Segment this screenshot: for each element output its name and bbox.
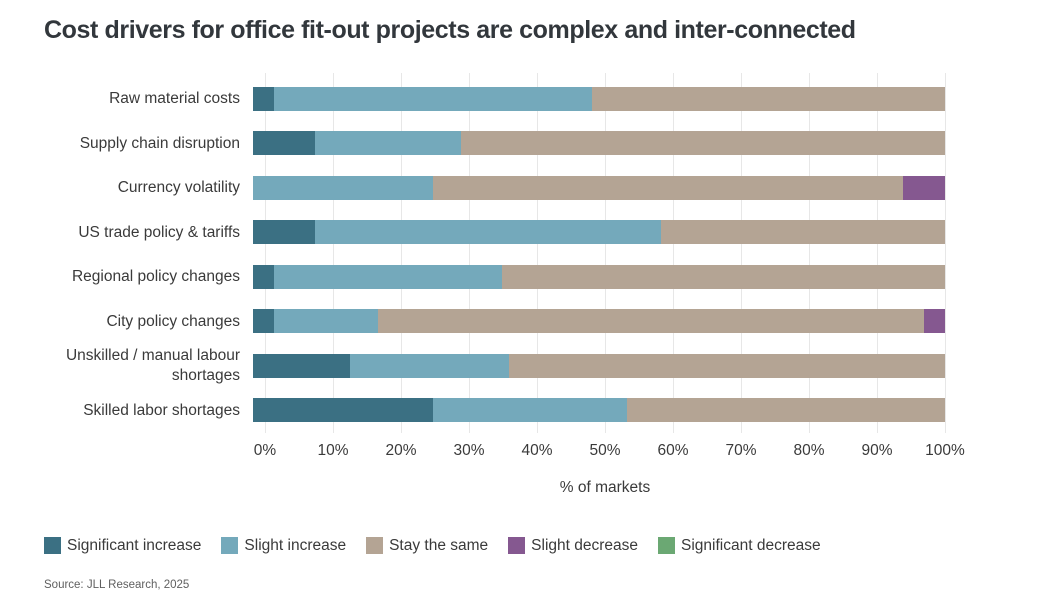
bar-track bbox=[253, 264, 945, 289]
bar-segment-significant-increase bbox=[253, 131, 316, 156]
gridline bbox=[537, 72, 538, 433]
chart-row: Supply chain disruption bbox=[44, 121, 945, 166]
chart-row: Regional policy changes bbox=[44, 255, 945, 300]
bar-segment-significant-increase bbox=[253, 264, 274, 289]
gridline bbox=[333, 72, 334, 433]
bar-track bbox=[253, 353, 945, 378]
legend-label: Significant increase bbox=[67, 536, 202, 554]
bar-segment-slight-increase bbox=[315, 131, 461, 156]
category-label: Regional policy changes bbox=[71, 268, 240, 286]
bar-segment-stay-the-same bbox=[502, 264, 945, 289]
legend: Significant increase Slight increase Stay … bbox=[44, 537, 1046, 555]
bar-segment-significant-increase bbox=[253, 398, 433, 423]
x-tick-label: 30% bbox=[453, 441, 485, 459]
bar-track bbox=[253, 220, 945, 245]
x-tick-label: 40% bbox=[521, 441, 553, 459]
gridline bbox=[469, 72, 470, 433]
x-tick-label: 0% bbox=[253, 441, 277, 459]
legend-item-significant-decrease: Significant decrease bbox=[658, 537, 821, 555]
bar-track bbox=[253, 175, 945, 200]
x-tick-label: 20% bbox=[385, 441, 417, 459]
plot-rows: Raw material costs Supply chain disruptio… bbox=[44, 77, 945, 433]
category-label: Supply chain disruption bbox=[79, 134, 240, 152]
bar-segment-significant-increase bbox=[253, 353, 350, 378]
gridline bbox=[401, 72, 402, 433]
plot-area: Raw material costs Supply chain disruptio… bbox=[44, 72, 946, 433]
bar-track bbox=[253, 86, 945, 111]
x-tick-label: 60% bbox=[657, 441, 689, 459]
gridline bbox=[877, 72, 878, 433]
category-label: Raw material costs bbox=[109, 90, 240, 108]
legend-label: Slight decrease bbox=[531, 536, 639, 554]
bar-segment-slight-increase bbox=[315, 220, 662, 245]
bar-segment-slight-decrease bbox=[903, 175, 945, 200]
category-label: Currency volatility bbox=[117, 179, 240, 197]
legend-item-slight-decrease: Slight decrease bbox=[508, 537, 638, 555]
page-title: Cost drivers for office fit-out projects… bbox=[44, 16, 856, 44]
gridline bbox=[673, 72, 674, 433]
chart-row: Skilled labor shortages bbox=[44, 388, 945, 433]
category-label: Skilled labor shortages bbox=[83, 401, 240, 419]
bar-segment-stay-the-same bbox=[509, 353, 945, 378]
bar-segment-stay-the-same bbox=[661, 220, 945, 245]
chart-row: US trade policy & tariffs bbox=[44, 210, 945, 255]
x-tick-label: 80% bbox=[793, 441, 825, 459]
bar-segment-significant-increase bbox=[253, 309, 274, 334]
category-label: Unskilled / manual labour shortages bbox=[65, 347, 240, 384]
bar-segment-stay-the-same bbox=[460, 131, 945, 156]
bar-segment-stay-the-same bbox=[592, 86, 945, 111]
gridlines bbox=[265, 72, 946, 433]
legend-item-stay-the-same: Stay the same bbox=[366, 537, 488, 555]
bar-segment-significant-increase bbox=[253, 220, 316, 245]
legend-swatch-slight-decrease bbox=[508, 537, 526, 554]
x-axis-label: % of markets bbox=[559, 478, 651, 496]
legend-item-slight-increase: Slight increase bbox=[221, 537, 346, 555]
legend-swatch-significant-decrease bbox=[658, 537, 676, 554]
bar-track bbox=[253, 131, 945, 156]
legend-swatch-stay-the-same bbox=[366, 537, 384, 554]
chart-row: City policy changes bbox=[44, 299, 945, 344]
gridline bbox=[605, 72, 606, 433]
bar-segment-stay-the-same bbox=[377, 309, 925, 334]
source-note: Source: JLL Research, 2025 bbox=[44, 578, 190, 591]
x-tick-label: 10% bbox=[317, 441, 349, 459]
legend-item-significant-increase: Significant increase bbox=[44, 537, 201, 555]
chart-row: Unskilled / manual labour shortages bbox=[44, 344, 945, 389]
legend-label: Stay the same bbox=[389, 536, 489, 554]
gridline bbox=[809, 72, 810, 433]
bar-track bbox=[253, 309, 945, 334]
legend-swatch-significant-increase bbox=[44, 537, 61, 554]
legend-swatch-slight-increase bbox=[221, 537, 239, 554]
bar-segment-slight-increase bbox=[432, 398, 627, 423]
bar-segment-slight-increase bbox=[349, 353, 510, 378]
bar-segment-slight-increase bbox=[273, 309, 378, 334]
chart-row: Currency volatility bbox=[44, 166, 945, 211]
bar-segment-slight-increase bbox=[253, 175, 433, 200]
gridline bbox=[741, 72, 742, 433]
chart-row: Raw material costs bbox=[44, 77, 945, 122]
gridline bbox=[945, 72, 946, 433]
bar-segment-stay-the-same bbox=[432, 175, 904, 200]
bar-chart: Raw material costs Supply chain disruptio… bbox=[44, 72, 965, 497]
gridline bbox=[265, 72, 266, 433]
bar-track bbox=[253, 398, 945, 423]
x-tick-label: 90% bbox=[861, 441, 893, 459]
legend-label: Slight increase bbox=[244, 536, 347, 554]
x-tick-label: 50% bbox=[589, 441, 621, 459]
x-tick-label: 100% bbox=[925, 441, 965, 459]
bar-segment-stay-the-same bbox=[626, 398, 945, 423]
x-tick-label: 70% bbox=[725, 441, 757, 459]
category-label: US trade policy & tariffs bbox=[78, 223, 240, 241]
legend-label: Significant decrease bbox=[681, 536, 821, 554]
x-axis-ticks: 0% 10% 20% 30% 40% 50% 60% 70% 80% 90% 100% bbox=[254, 441, 965, 462]
bar-segment-significant-increase bbox=[253, 86, 274, 111]
bar-segment-slight-decrease bbox=[924, 309, 945, 334]
bar-segment-slight-increase bbox=[273, 264, 503, 289]
bar-segment-slight-increase bbox=[273, 86, 593, 111]
category-label: City policy changes bbox=[106, 312, 240, 330]
